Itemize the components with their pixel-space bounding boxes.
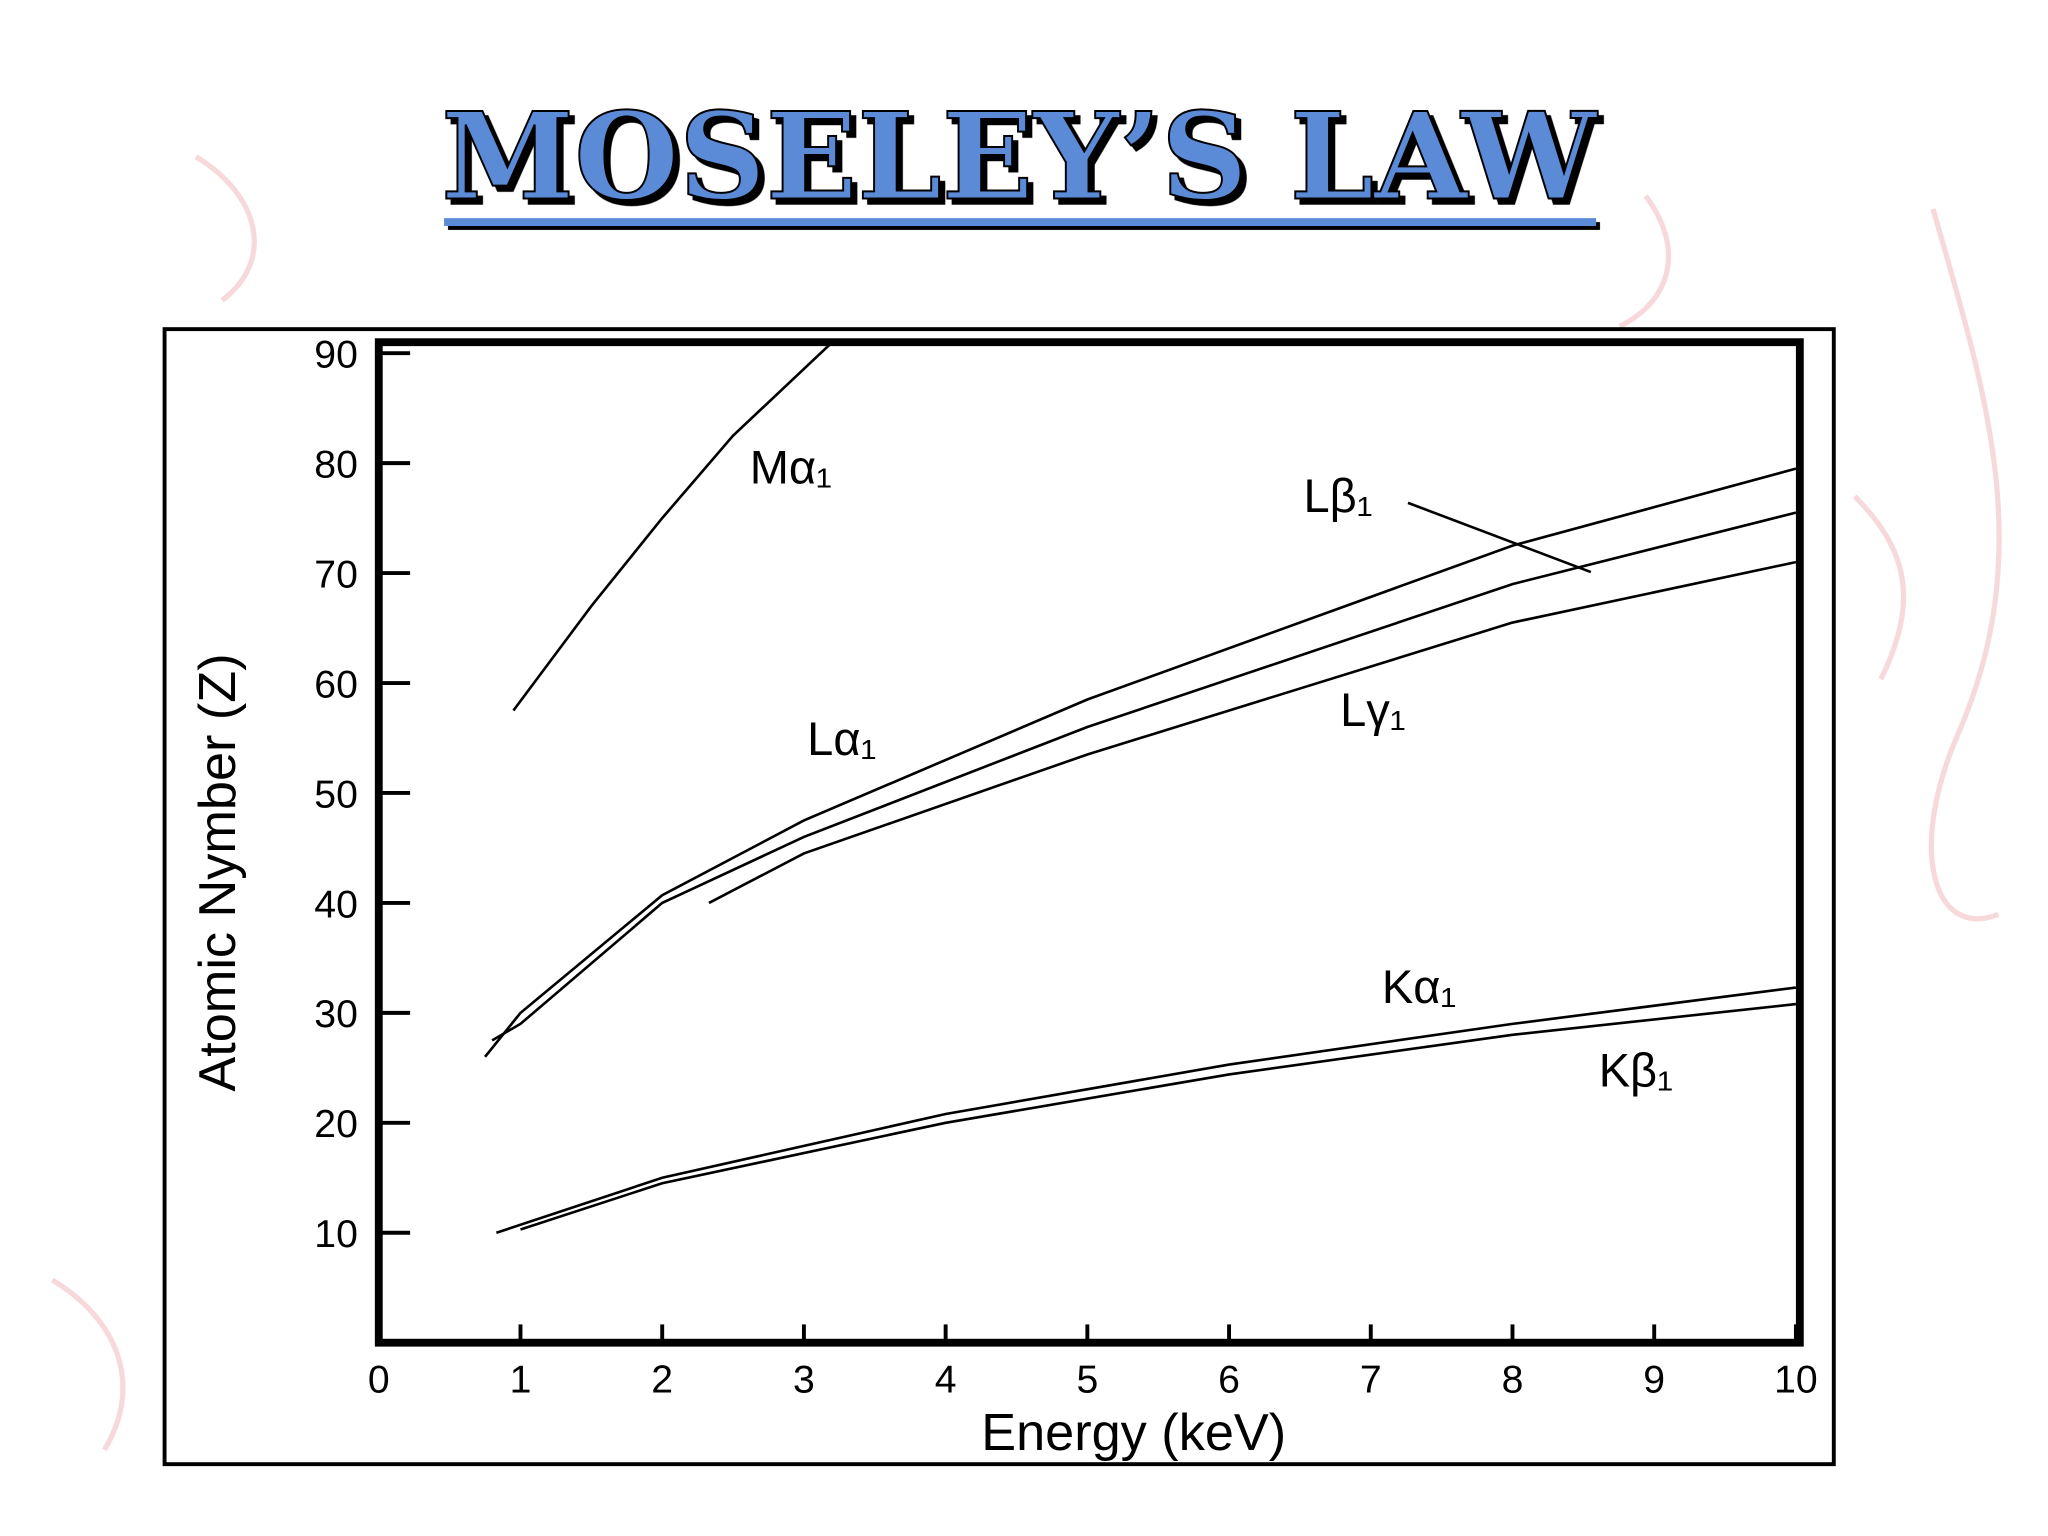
series-label: Kβ₁ xyxy=(1599,1044,1673,1097)
series-label: Lα₁ xyxy=(807,712,876,765)
x-tick-label: 7 xyxy=(1360,1358,1382,1401)
x-tick-label: 3 xyxy=(793,1358,815,1401)
series-label: Lγ₁ xyxy=(1340,683,1406,736)
y-tick-label: 50 xyxy=(314,773,358,816)
y-tick-label: 10 xyxy=(314,1213,358,1256)
y-tick-label: 80 xyxy=(314,444,358,487)
label-pointer xyxy=(1407,501,1592,574)
series-label: Lβ₁ xyxy=(1304,469,1373,522)
plot: 10 20 30 40 50 60 70 80 90 0 1 2 3 4 5 6 7 8 9 10 Energy (ke… xyxy=(189,334,1818,1462)
x-tick-label: 0 xyxy=(368,1358,390,1401)
x-tick-label: 6 xyxy=(1218,1358,1240,1401)
x-axis-label: Energy (keV) xyxy=(981,1404,1286,1462)
x-tick-label: 8 xyxy=(1502,1358,1524,1401)
y-axis-label: Atomic Nymber (Z) xyxy=(189,653,247,1091)
y-tick-label: 30 xyxy=(314,993,358,1036)
x-tick-label: 2 xyxy=(651,1358,673,1401)
x-tick-label: 4 xyxy=(935,1358,957,1401)
series-label: Mα₁ xyxy=(750,440,832,493)
y-tick-label: 20 xyxy=(314,1103,358,1146)
x-tick-label: 5 xyxy=(1076,1358,1098,1401)
series-line xyxy=(708,560,1797,905)
y-tick-label: 70 xyxy=(314,553,358,596)
series-line xyxy=(512,341,834,712)
x-tick-label: 1 xyxy=(510,1358,532,1401)
slide-title: MOSELEY’S LAW xyxy=(441,87,1598,228)
x-tick-label: 10 xyxy=(1774,1358,1818,1401)
series-line xyxy=(520,1002,1797,1231)
y-tick-label: 40 xyxy=(314,883,358,926)
chart-panel xyxy=(162,327,1836,1467)
series-label: Kα₁ xyxy=(1382,960,1456,1013)
background-decoration xyxy=(50,154,2002,1452)
y-tick-label: 90 xyxy=(314,334,358,377)
series-line xyxy=(484,467,1797,1058)
y-tick-label: 60 xyxy=(314,663,358,706)
series-line xyxy=(491,511,1797,1042)
series-line xyxy=(495,986,1797,1234)
x-tick-label: 9 xyxy=(1643,1358,1665,1401)
